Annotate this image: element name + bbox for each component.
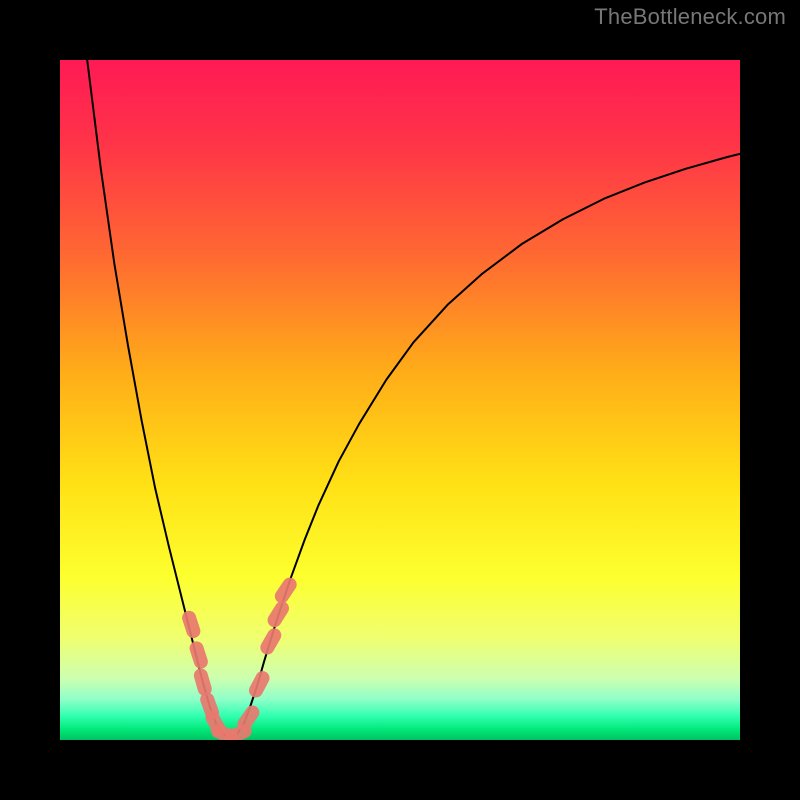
watermark-text: TheBottleneck.com bbox=[594, 4, 786, 30]
chart-svg bbox=[0, 0, 800, 800]
chart-stage: TheBottleneck.com bbox=[0, 0, 800, 800]
